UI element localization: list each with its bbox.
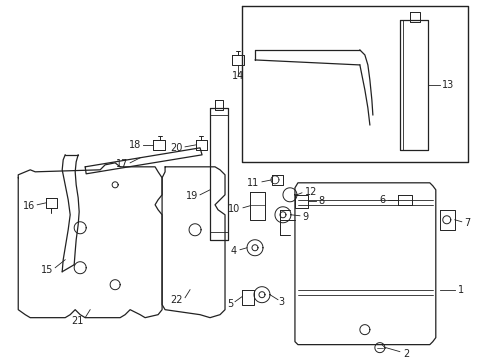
Text: 9: 9 bbox=[301, 212, 307, 222]
Text: 10: 10 bbox=[227, 204, 240, 214]
Text: 8: 8 bbox=[317, 196, 324, 206]
Text: 2: 2 bbox=[402, 348, 408, 359]
Text: 17: 17 bbox=[116, 159, 128, 169]
Text: 6: 6 bbox=[379, 195, 385, 205]
Text: 20: 20 bbox=[170, 143, 183, 153]
Text: 5: 5 bbox=[226, 299, 233, 309]
Text: 15: 15 bbox=[41, 265, 53, 275]
Text: 16: 16 bbox=[23, 201, 35, 211]
Text: 14: 14 bbox=[231, 71, 244, 81]
Text: 13: 13 bbox=[441, 80, 453, 90]
Text: 3: 3 bbox=[277, 297, 284, 307]
Text: 1: 1 bbox=[457, 285, 463, 295]
Text: 21: 21 bbox=[71, 316, 83, 326]
Text: 11: 11 bbox=[246, 178, 259, 188]
Text: 4: 4 bbox=[230, 246, 237, 256]
Text: 7: 7 bbox=[463, 218, 469, 228]
Text: 22: 22 bbox=[170, 295, 183, 305]
Text: 12: 12 bbox=[305, 187, 317, 197]
Text: 19: 19 bbox=[185, 191, 198, 201]
Text: 18: 18 bbox=[129, 140, 141, 150]
